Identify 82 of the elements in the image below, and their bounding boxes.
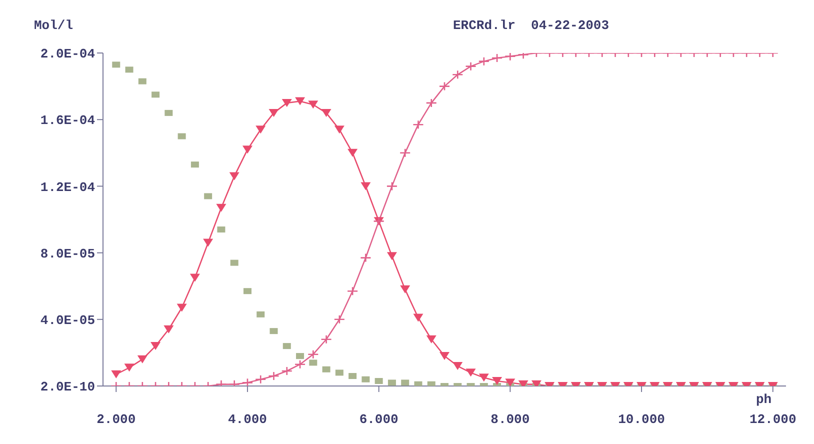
point <box>190 274 200 282</box>
point <box>229 172 240 180</box>
point <box>308 100 318 109</box>
point <box>230 260 238 266</box>
x-axis-title: ph <box>756 392 772 407</box>
point <box>294 360 306 370</box>
point <box>270 328 278 334</box>
point <box>308 350 319 360</box>
point <box>348 373 357 380</box>
point <box>256 311 265 318</box>
point <box>452 362 463 370</box>
point <box>281 366 293 376</box>
point <box>492 377 502 386</box>
point <box>164 325 174 334</box>
point <box>438 82 450 91</box>
point <box>176 304 187 312</box>
point <box>360 253 372 262</box>
y-tick-label: 2.0E-10 <box>40 380 96 395</box>
point <box>426 98 438 108</box>
point <box>190 162 199 168</box>
point <box>217 226 226 232</box>
point <box>125 66 134 73</box>
point <box>399 148 411 158</box>
point <box>150 342 161 350</box>
point <box>334 314 346 324</box>
chart-title: ERCRd.lr 04-22-2003 <box>453 18 610 33</box>
point <box>348 148 358 157</box>
point <box>309 360 318 366</box>
point <box>335 370 344 376</box>
point <box>374 378 383 384</box>
point <box>295 97 306 106</box>
point <box>164 110 173 116</box>
point <box>401 380 410 386</box>
point <box>321 108 332 117</box>
point <box>320 334 332 344</box>
x-tick-label: 6.000 <box>359 412 399 428</box>
point <box>268 371 280 381</box>
point <box>346 286 358 296</box>
x-tick-label: 2.000 <box>96 412 136 428</box>
point <box>137 355 148 364</box>
point <box>412 120 424 130</box>
y-tick-label: 8.0E-05 <box>40 246 96 262</box>
point <box>111 370 122 378</box>
y-tick-label: 1.2E-04 <box>40 180 96 195</box>
x-tick-label: 12.000 <box>749 412 796 428</box>
point <box>360 182 371 190</box>
x-tick-label: 10.000 <box>618 412 666 428</box>
y-tick-label: 1.6E-04 <box>40 113 96 128</box>
point <box>426 335 436 344</box>
y-tick-label: 2.0E-04 <box>40 46 96 62</box>
x-tick-label: 4.000 <box>228 412 268 428</box>
point <box>124 364 134 372</box>
x-tick-label: 8.000 <box>490 412 530 428</box>
point <box>296 353 304 360</box>
point <box>388 380 396 386</box>
point <box>466 368 476 377</box>
point <box>152 92 160 98</box>
point <box>334 126 344 134</box>
point <box>243 288 252 294</box>
point <box>478 374 489 382</box>
point <box>386 182 398 191</box>
point <box>386 252 397 260</box>
point <box>254 374 266 384</box>
point <box>282 343 291 350</box>
point <box>178 133 186 140</box>
point <box>242 146 252 154</box>
point <box>282 98 292 107</box>
point <box>112 62 120 68</box>
point <box>203 238 214 247</box>
point <box>505 378 516 386</box>
point <box>138 78 146 84</box>
point <box>413 314 424 322</box>
point <box>322 366 330 372</box>
point <box>400 285 410 294</box>
point <box>216 204 226 212</box>
point <box>204 193 212 200</box>
point <box>256 126 266 134</box>
point <box>268 108 279 117</box>
y-tick-label: 4.0E-05 <box>40 313 96 328</box>
y-axis-title: Mol/l <box>34 18 74 33</box>
point <box>440 352 450 360</box>
point <box>362 376 370 382</box>
